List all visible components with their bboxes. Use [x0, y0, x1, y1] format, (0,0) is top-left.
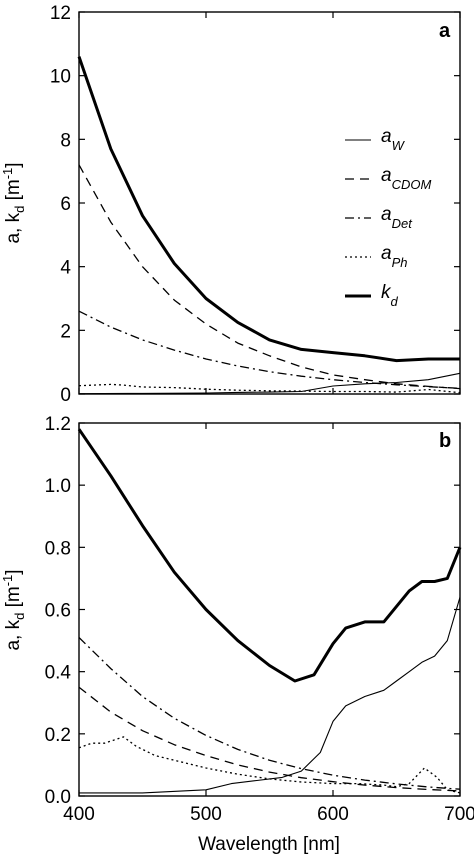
- series-line-dashed: [78, 686, 461, 792]
- panel-a-y-axis-title-unit: [m: [3, 179, 24, 205]
- y-tick-label: 12: [50, 3, 71, 24]
- y-tick-label: 0.2: [45, 725, 71, 746]
- panel-b: b 0.0 0.2 0.4 0.6 0.8 1.0 1.2 400 500 600 700 a, …: [0, 414, 474, 855]
- panel-a-y-axis-title-sup: -1: [0, 168, 15, 180]
- legend-label: aDet: [381, 204, 413, 231]
- panel-b-y-axis-title: a, kd [m-1]: [0, 569, 27, 650]
- panel-b-x-axis-title: Wavelength [nm]: [198, 834, 340, 855]
- panel-b-frame: [78, 422, 461, 797]
- panel-b-y-axis-title-main: a, k: [3, 619, 24, 650]
- panel-a-y-axis-title-close: ]: [3, 162, 24, 167]
- y-tick-label: 0.6: [45, 601, 71, 622]
- legend-label: aW: [381, 126, 406, 153]
- x-tick-label: 700: [444, 804, 474, 825]
- panel-b-y-axis-title-unit: [m: [3, 586, 24, 612]
- x-tick-label: 500: [190, 804, 222, 825]
- legend-label: kd: [381, 282, 399, 309]
- y-tick-label: 6: [60, 194, 71, 215]
- panel-b-y-axis-title-sup: -1: [0, 575, 15, 587]
- panel-a-series: [77, 56, 461, 395]
- series-line-dotted: [78, 383, 461, 394]
- panel-a: a 0 2 4 6 8 10 12 a, kd [m-1] aW aCDOM aDet aPh kd: [0, 3, 461, 406]
- panel-a-y-axis-title: a, kd [m-1]: [0, 162, 27, 243]
- y-tick-label: 0.8: [45, 538, 71, 559]
- series-line-dashdot: [78, 637, 461, 790]
- y-tick-label: 4: [60, 258, 71, 279]
- panel-a-y-axis-title-main: a, k: [3, 212, 24, 243]
- x-tick-label: 600: [317, 804, 349, 825]
- panel-b-y-ticks: 0.0 0.2 0.4 0.6 0.8 1.0 1.2: [45, 414, 460, 808]
- series-line-thick: [77, 428, 462, 683]
- panel-b-series: [77, 428, 462, 794]
- panel-b-x-ticks: 400 500 600 700: [63, 423, 474, 825]
- series-line-solid: [79, 596, 461, 794]
- series-line-solid: [78, 372, 461, 395]
- series-line-dashdot: [78, 310, 461, 389]
- y-tick-label: 0.0: [45, 787, 71, 808]
- panel-b-y-axis-title-sub: d: [12, 613, 27, 620]
- y-tick-label: 1.2: [45, 414, 71, 435]
- legend-label: aCDOM: [381, 165, 431, 192]
- y-tick-label: 1.0: [45, 476, 71, 497]
- y-tick-label: 10: [50, 67, 71, 88]
- x-tick-label: 400: [63, 804, 95, 825]
- series-line-dashed: [78, 164, 461, 390]
- panel-a-y-axis-title-sub: d: [12, 206, 27, 213]
- panel-a-legend: aW aCDOM aDet aPh kd: [345, 126, 431, 309]
- y-tick-label: 0.4: [45, 663, 72, 684]
- y-tick-label: 2: [60, 321, 71, 342]
- y-tick-label: 0: [60, 385, 71, 406]
- legend-label: aPh: [381, 243, 407, 270]
- panel-a-letter: a: [439, 20, 451, 42]
- panel-b-letter: b: [439, 430, 451, 452]
- panel-a-y-ticks: 0 2 4 6 8 10 12: [50, 3, 461, 406]
- series-line-dotted: [78, 736, 461, 794]
- panel-b-y-axis-title-close: ]: [3, 569, 24, 574]
- series-line-thick: [77, 56, 460, 363]
- y-tick-label: 8: [60, 130, 71, 151]
